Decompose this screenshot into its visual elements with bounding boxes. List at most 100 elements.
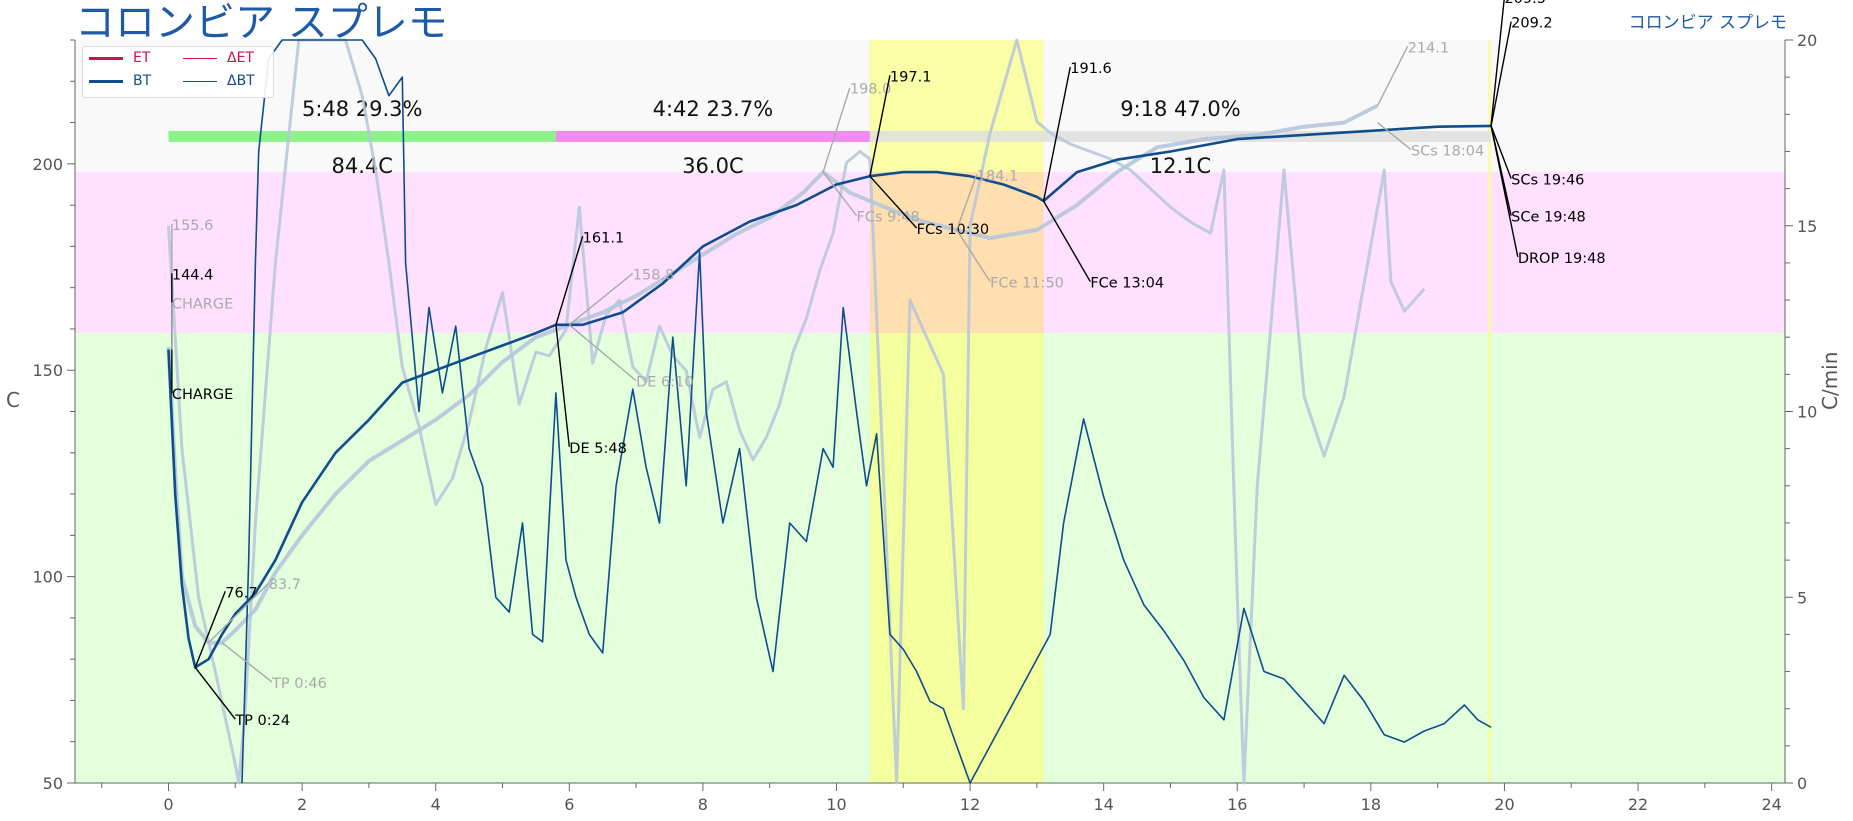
chart-subtitle: コロンビア スプレモ bbox=[1628, 13, 1787, 33]
y-left-tick-label: 200 bbox=[32, 155, 63, 174]
crack-span-overlap bbox=[869, 172, 1044, 334]
y-axis-right-label: C/min bbox=[1818, 351, 1842, 410]
x-tick-label: 16 bbox=[1227, 795, 1247, 814]
legend-label: ΔBT bbox=[227, 73, 255, 89]
annotation-label: 76.7 bbox=[225, 585, 257, 601]
annotation-leader bbox=[869, 75, 891, 177]
annotation-label: DE 6:10 bbox=[636, 375, 694, 391]
annotation-leader bbox=[956, 229, 991, 283]
chart-title: コロンビア スプレモ bbox=[75, 0, 448, 46]
x-tick-label: 8 bbox=[698, 795, 708, 814]
annotation-leader bbox=[194, 590, 226, 668]
y-right-tick-label: 20 bbox=[1797, 31, 1817, 50]
x-tick-label: 24 bbox=[1761, 795, 1781, 814]
y-right-tick-label: 5 bbox=[1797, 588, 1807, 607]
x-tick-label: 10 bbox=[826, 795, 846, 814]
annotation-leader bbox=[1042, 200, 1091, 283]
phase-delta: 36.0C bbox=[682, 154, 743, 178]
phase-delta: 84.4C bbox=[332, 154, 393, 178]
annotation-label: 155.6 bbox=[172, 218, 214, 234]
x-tick-label: 0 bbox=[163, 795, 173, 814]
annotation-leader bbox=[568, 272, 634, 326]
annotation-label: FCe 13:04 bbox=[1090, 276, 1164, 292]
x-tick-label: 14 bbox=[1093, 795, 1113, 814]
legend-label: BT bbox=[133, 73, 152, 89]
annotation-leader bbox=[1490, 21, 1512, 126]
x-tick-label: 4 bbox=[431, 795, 441, 814]
crack-span bbox=[1487, 40, 1492, 783]
annotation-leader bbox=[1377, 122, 1412, 151]
annotation-leader bbox=[555, 236, 584, 326]
annotation-leader bbox=[555, 324, 570, 447]
legend-item-et: ET bbox=[89, 50, 150, 66]
legend: ET ΔET BT ΔBT bbox=[82, 46, 274, 98]
annotation-label: 184.1 bbox=[977, 168, 1019, 184]
series-delta-bt-background bbox=[167, 38, 1426, 785]
annotation-leader bbox=[1042, 66, 1071, 202]
annotation-label: CHARGE bbox=[172, 296, 233, 312]
x-tick-label: 2 bbox=[297, 795, 307, 814]
phase-delta: 12.1C bbox=[1150, 154, 1211, 178]
legend-swatch bbox=[183, 57, 217, 59]
annotation-leader bbox=[194, 666, 236, 720]
annotation-label: 191.6 bbox=[1070, 61, 1112, 77]
y-right-tick-label: 10 bbox=[1797, 403, 1817, 422]
x-tick-label: 12 bbox=[960, 795, 980, 814]
series-bt-background bbox=[166, 103, 1379, 645]
annotation-leader bbox=[1490, 0, 1505, 125]
annotation-label: FCs 9:48 bbox=[857, 210, 920, 226]
phase-time-percent: 4:42 23.7% bbox=[653, 97, 774, 121]
annotation-label: SCs 18:04 bbox=[1411, 144, 1484, 160]
annotation-leader bbox=[568, 324, 637, 382]
annotation-leader bbox=[221, 642, 273, 683]
x-tick-label: 22 bbox=[1628, 795, 1648, 814]
annotation-label: TP 0:24 bbox=[234, 713, 290, 729]
y-left-tick-label: 50 bbox=[43, 774, 63, 793]
y-right-tick-label: 15 bbox=[1797, 217, 1817, 236]
annotation-label: 83.7 bbox=[269, 577, 301, 593]
x-tick-label: 18 bbox=[1361, 795, 1381, 814]
annotation-leader bbox=[208, 582, 270, 644]
annotation-label: CHARGE bbox=[172, 387, 233, 403]
phase-time-percent: 9:18 47.0% bbox=[1120, 97, 1241, 121]
annotation-label: 158.8 bbox=[633, 267, 675, 283]
series-delta-bt bbox=[241, 39, 1492, 784]
annotation-leader bbox=[822, 171, 858, 217]
annotation-label: 144.4 bbox=[172, 267, 214, 283]
annotation-leader bbox=[1490, 125, 1512, 179]
annotation-label: TP 0:46 bbox=[271, 676, 327, 692]
y-left-tick-label: 100 bbox=[32, 568, 63, 587]
x-tick-label: 20 bbox=[1494, 795, 1514, 814]
annotation-label: SCs 19:46 bbox=[1511, 172, 1584, 188]
chart-background bbox=[75, 40, 1785, 783]
y-left-tick-label: 150 bbox=[32, 361, 63, 380]
legend-label: ΔET bbox=[227, 50, 254, 66]
legend-item-delta-bt: ΔBT bbox=[183, 73, 255, 89]
annotation-label: 198.0 bbox=[850, 82, 892, 98]
phase-bar-segment bbox=[168, 130, 556, 142]
x-tick-label: 6 bbox=[564, 795, 574, 814]
annotation-label: DE 5:48 bbox=[569, 441, 627, 457]
legend-swatch bbox=[183, 80, 217, 82]
annotation-leader bbox=[869, 175, 918, 229]
annotation-label: 209.5 bbox=[1504, 0, 1546, 7]
legend-swatch bbox=[89, 56, 123, 60]
legend-label: ET bbox=[133, 50, 151, 66]
crack-span bbox=[869, 40, 1044, 783]
annotation-label: 209.2 bbox=[1511, 16, 1553, 32]
annotation-label: SCe 19:48 bbox=[1511, 210, 1586, 226]
phase-bar-segment bbox=[869, 130, 1492, 142]
phase-bar-segment bbox=[555, 130, 870, 142]
annotation-label: FCe 11:50 bbox=[990, 276, 1064, 292]
annotation-label: 161.1 bbox=[583, 230, 625, 246]
annotation-leader bbox=[822, 87, 851, 173]
annotation-label: FCs 10:30 bbox=[917, 222, 989, 238]
chart-annotations: 155.6 144.4 CHARGE CHARGE 83.7 76.7 TP 0:46 TP … bbox=[171, 0, 1606, 729]
annotation-label: 197.1 bbox=[890, 69, 932, 85]
y-right-tick-label: 0 bbox=[1797, 774, 1807, 793]
legend-item-delta-et: ΔET bbox=[183, 50, 254, 66]
annotation-leader bbox=[1490, 125, 1519, 258]
annotation-label: 214.1 bbox=[1408, 40, 1450, 56]
